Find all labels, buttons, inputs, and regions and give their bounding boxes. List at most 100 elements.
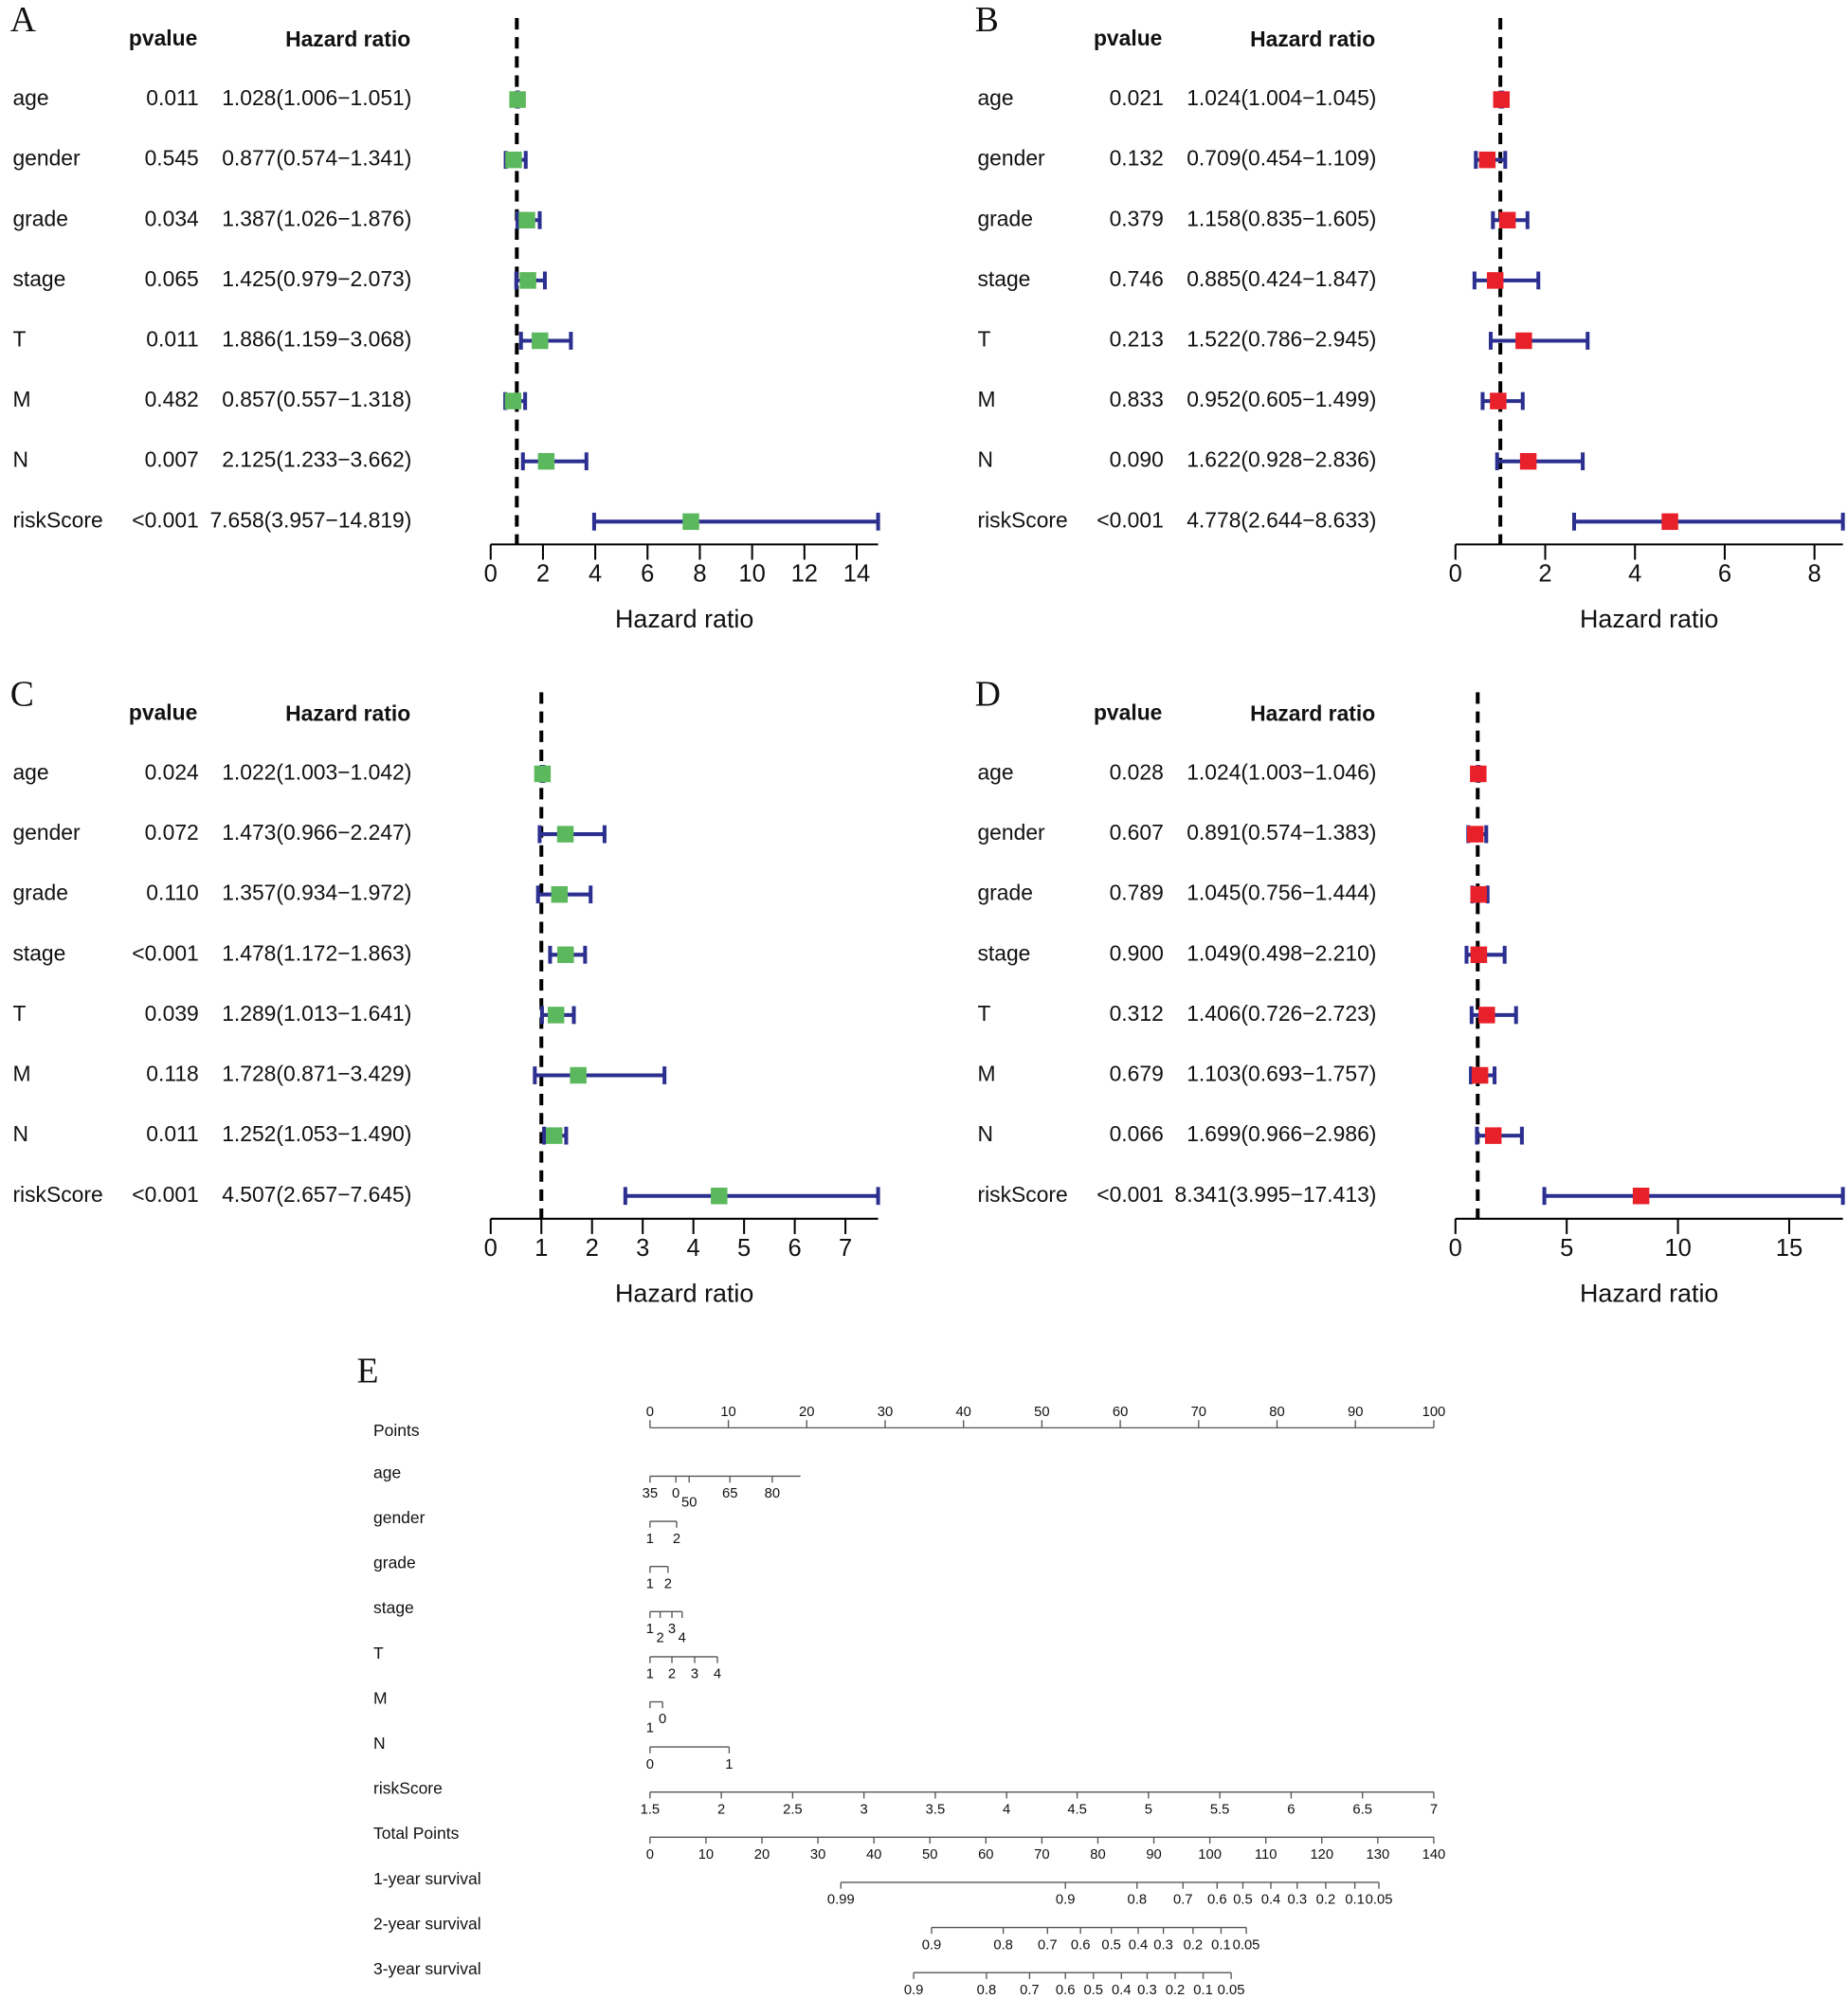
tick-label: 4.5 xyxy=(1067,1802,1087,1817)
hr-point xyxy=(1515,332,1532,350)
tick-label: 0.5 xyxy=(1101,1937,1121,1953)
hr-label: 1.886(1.159−3.068) xyxy=(222,327,411,352)
column-header: Hazard ratio xyxy=(285,27,410,51)
row-label: Points xyxy=(373,1421,420,1440)
x-tick-label: 8 xyxy=(1808,560,1821,587)
hr-label: 1.158(0.835−1.605) xyxy=(1187,206,1376,230)
hr-label: 1.024(1.003−1.046) xyxy=(1187,759,1376,784)
tick-label: 1.5 xyxy=(641,1802,661,1817)
x-axis-label: Hazard ratio xyxy=(1580,605,1718,633)
tick-label: 0.9 xyxy=(904,1983,924,1998)
tick-label: 20 xyxy=(799,1405,814,1420)
tick-label: 100 xyxy=(1422,1405,1446,1420)
pvalue: <0.001 xyxy=(132,507,199,532)
hr-point xyxy=(545,1127,563,1144)
pvalue: 0.110 xyxy=(146,881,199,905)
tick-label: 0.2 xyxy=(1316,1893,1336,1908)
tick-label: 50 xyxy=(922,1847,937,1863)
x-tick-label: 4 xyxy=(687,1235,700,1262)
tick-label: 2 xyxy=(656,1630,663,1645)
x-tick-label: 7 xyxy=(839,1235,852,1262)
tick-label: 0.1 xyxy=(1345,1893,1365,1908)
variable-label: stage xyxy=(977,940,1030,965)
tick-label: 0.4 xyxy=(1261,1893,1281,1908)
tick-label: 120 xyxy=(1310,1847,1333,1863)
row-label: riskScore xyxy=(373,1779,443,1798)
variable-label: riskScore xyxy=(12,507,102,532)
pvalue: 0.679 xyxy=(1110,1062,1164,1086)
hr-label: 1.478(1.172−1.863) xyxy=(222,940,411,965)
tick-label: 10 xyxy=(720,1405,735,1420)
x-tick-label: 6 xyxy=(641,560,654,587)
hr-label: 1.022(1.003−1.042) xyxy=(222,759,411,784)
pvalue: 0.066 xyxy=(1110,1121,1164,1146)
column-header: Hazard ratio xyxy=(285,701,410,726)
variable-label: gender xyxy=(12,820,81,845)
pvalue: 0.011 xyxy=(146,85,199,110)
tick-label: 2.5 xyxy=(783,1802,803,1817)
variable-label: gender xyxy=(977,146,1045,171)
tick-label: 80 xyxy=(1090,1847,1105,1863)
x-tick-label: 0 xyxy=(484,1235,498,1262)
variable-label: N xyxy=(977,447,993,472)
hr-point xyxy=(570,1066,587,1084)
tick-label: 4 xyxy=(714,1667,721,1682)
hr-point xyxy=(1486,272,1504,289)
tick-label: 0.8 xyxy=(1128,1893,1148,1908)
pvalue: 0.024 xyxy=(145,759,199,784)
hr-point xyxy=(534,765,552,783)
tick-label: 1 xyxy=(646,1721,654,1736)
tick-label: 0.7 xyxy=(1038,1937,1058,1953)
hr-point xyxy=(518,211,535,229)
tick-label: 20 xyxy=(754,1847,770,1863)
tick-label: 6.5 xyxy=(1352,1802,1372,1817)
tick-label: 80 xyxy=(1269,1405,1284,1420)
row-label: age xyxy=(373,1463,401,1481)
hr-point xyxy=(1470,765,1487,783)
column-header: pvalue xyxy=(129,26,197,50)
tick-label: 30 xyxy=(810,1847,825,1863)
hr-point xyxy=(682,513,699,531)
tick-label: 80 xyxy=(765,1486,780,1501)
hr-point xyxy=(1490,392,1507,409)
x-tick-label: 6 xyxy=(1718,560,1731,587)
x-tick-label: 5 xyxy=(737,1235,751,1262)
hr-label: 1.252(1.053−1.490) xyxy=(222,1121,411,1146)
tick-label: 0.8 xyxy=(993,1937,1013,1953)
variable-label: grade xyxy=(12,206,67,230)
pvalue: 0.545 xyxy=(145,146,199,171)
tick-label: 0 xyxy=(672,1486,679,1501)
tick-label: 0.4 xyxy=(1129,1937,1149,1953)
pvalue: <0.001 xyxy=(1096,507,1164,532)
tick-label: 0.2 xyxy=(1166,1983,1186,1998)
pvalue: 0.379 xyxy=(1110,206,1164,230)
pvalue: 0.021 xyxy=(1110,85,1164,110)
variable-label: M xyxy=(12,1062,30,1086)
variable-label: age xyxy=(12,85,48,110)
hr-point xyxy=(1661,513,1678,531)
panel-label: B xyxy=(975,0,999,40)
tick-label: 3.5 xyxy=(926,1802,946,1817)
variable-label: gender xyxy=(977,820,1045,845)
x-tick-label: 10 xyxy=(1664,1235,1691,1262)
tick-label: 100 xyxy=(1198,1847,1222,1863)
x-axis-label: Hazard ratio xyxy=(615,605,753,633)
tick-label: 5.5 xyxy=(1210,1802,1230,1817)
tick-label: 30 xyxy=(878,1405,893,1420)
tick-label: 0.4 xyxy=(1112,1983,1132,1998)
tick-label: 0 xyxy=(659,1712,666,1727)
tick-label: 0.8 xyxy=(977,1983,997,1998)
tick-label: 0.7 xyxy=(1020,1983,1040,1998)
variable-label: T xyxy=(977,327,990,352)
hr-point xyxy=(1519,452,1537,470)
variable-label: grade xyxy=(977,881,1032,905)
tick-label: 50 xyxy=(1034,1405,1049,1420)
row-label: gender xyxy=(373,1508,426,1527)
hr-label: 4.778(2.644−8.633) xyxy=(1187,507,1376,532)
pvalue: 0.833 xyxy=(1110,387,1164,411)
pvalue: 0.011 xyxy=(146,327,199,352)
panel-label: D xyxy=(975,674,1001,714)
tick-label: 0.7 xyxy=(1173,1893,1193,1908)
